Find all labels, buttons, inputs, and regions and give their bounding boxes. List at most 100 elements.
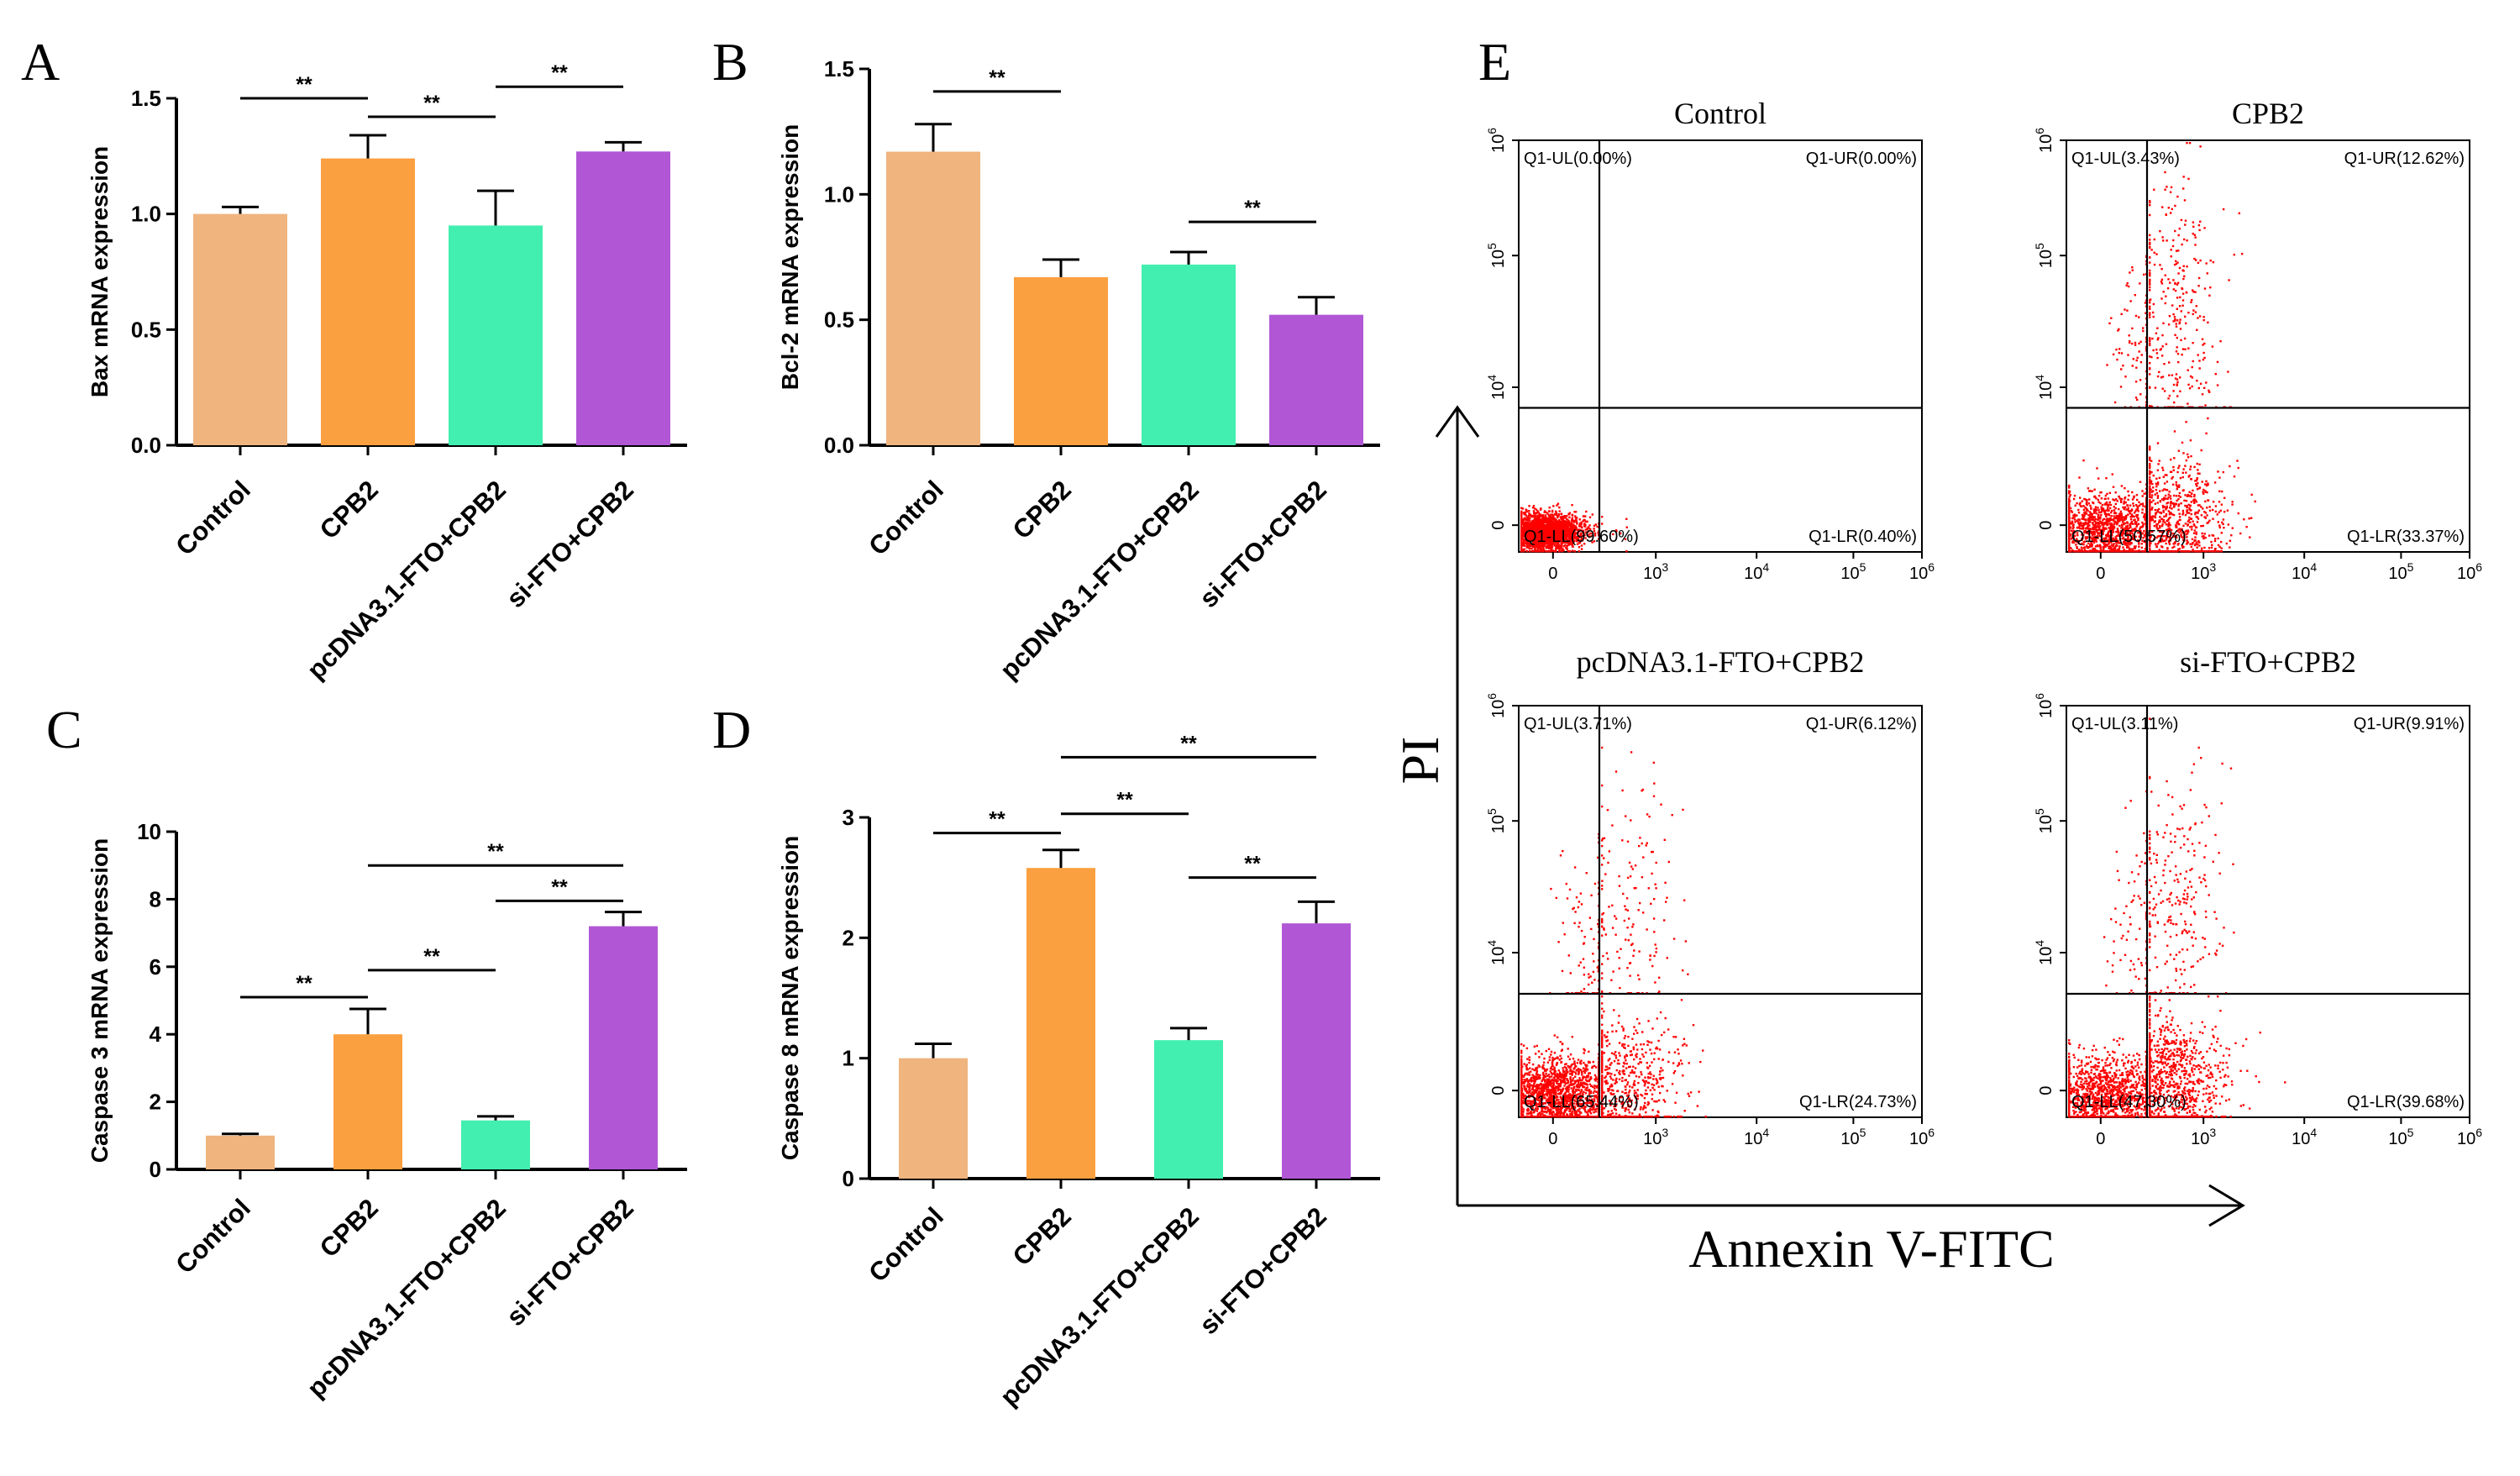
tick-exponent: 5 [2407,560,2414,574]
flow-events [1520,746,1707,1118]
flow-y-tick-label: 106 [1485,128,1508,153]
flow-y-tick-label: 104 [2033,375,2055,400]
flow-events [1520,502,1628,553]
y-tick-label: 1.5 [824,56,854,81]
bar-4 [1282,923,1351,1179]
flow-y-tick-label: 0 [1489,1086,1508,1095]
flow-x-tick-label: 0 [2096,565,2105,583]
significance-label: ** [989,808,1005,832]
category-label: si-FTO+CPB2 [501,1193,639,1332]
category-label: si-FTO+CPB2 [1194,1201,1332,1340]
tick-base: 10 [1489,250,1508,268]
y-axis-label: Caspase 8 mRNA expression [777,836,803,1160]
tick-base: 10 [1840,1130,1859,1148]
flow-x-tick-label: 103 [2191,1126,2216,1148]
flow-y-tick-label: 104 [2033,940,2055,965]
flow-y-tick-label: 106 [1485,693,1508,718]
flow-x-tick-label: 104 [1744,1126,1769,1148]
flow-events [2068,142,2256,553]
quadrant-ul-label: Q1-UL(3.11%) [2071,715,2178,733]
quadrant-ur-label: Q1-UR(6.12%) [1806,715,1917,733]
y-tick-label: 0 [150,1157,161,1182]
tick-base: 10 [1489,134,1508,153]
tick-base: 10 [1489,815,1508,833]
category-label: Control [170,1193,256,1279]
y-tick-label: 1 [843,1046,854,1071]
quadrant-lr-label: Q1-LR(33.37%) [2347,528,2465,546]
significance-label: ** [423,92,440,115]
y-tick-label: 6 [150,954,161,980]
flow-y-tick-label: 105 [2033,243,2055,268]
flow-plot-title: si-FTO+CPB2 [2180,645,2356,679]
tick-base: 0 [1489,521,1508,530]
tick-base: 10 [2037,700,2055,718]
y-tick-label: 0.0 [131,433,161,458]
flow-plot-4: si-FTO+CPB2 Q1-UL(3.11%) Q1-UR(9.91%) Q1-LL… [2033,645,2482,1148]
flow-events [2068,717,2286,1118]
bar-3 [449,225,543,445]
tick-exponent: 5 [1485,808,1499,815]
tick-exponent: 6 [2033,128,2046,134]
tick-exponent: 5 [1860,1126,1866,1139]
quadrant-ur-label: Q1-UR(12.62%) [2344,150,2465,168]
flow-x-tick-label: 106 [1909,560,1935,583]
bar-3 [1154,1040,1223,1179]
panel-letter-e: E [1478,32,1511,92]
y-tick-label: 3 [843,805,854,830]
tick-base: 0 [2037,1086,2055,1095]
tick-exponent: 4 [1762,1126,1769,1139]
tick-base: 10 [2037,815,2055,833]
tick-base: 10 [1489,700,1508,718]
panel-letter: B [712,32,748,92]
y-axis-label: Caspase 3 mRNA expression [87,838,113,1163]
tick-exponent: 6 [1485,128,1499,134]
significance-label: ** [296,73,312,97]
tick-base: 10 [1744,1130,1762,1148]
bar-chart-panel-a: A 0.0 0.5 1.0 1.5 Bax mRNA expression Control C… [21,32,687,685]
category-label: Control [863,1201,949,1288]
tick-base: 0 [2037,521,2055,530]
significance-label: ** [1180,732,1197,755]
bar-2 [321,158,415,445]
category-label: CPB2 [314,1193,384,1263]
panel-letter: D [712,700,751,759]
quadrant-ur-label: Q1-UR(0.00%) [1806,150,1917,168]
bar-2 [333,1034,402,1169]
significance-label: ** [296,972,312,995]
tick-exponent: 4 [1485,375,1499,381]
tick-base: 0 [1548,565,1557,583]
tick-base: 10 [2457,565,2475,583]
tick-exponent: 6 [2475,1126,2482,1139]
flow-plot-3: pcDNA3.1-FTO+CPB2 Q1-UL(3.71%) Q1-UR(6.12%… [1485,645,1935,1148]
tick-base: 10 [1489,381,1508,400]
flow-x-tick-label: 105 [1840,560,1866,583]
bar-4 [576,151,670,445]
tick-base: 0 [1489,1086,1508,1095]
flow-plot-frame [2066,139,2470,553]
tick-exponent: 6 [2033,693,2046,700]
flow-plot-title: pcDNA3.1-FTO+CPB2 [1577,645,1865,679]
flow-plot-2: CPB2 Q1-UL(3.43%) Q1-UR(12.62%) Q1-LL(50.57… [2033,97,2482,583]
annexin-axis-arrowhead [2208,1184,2245,1227]
tick-exponent: 4 [1762,560,1769,574]
y-axis-label: Bax mRNA expression [87,146,113,397]
tick-exponent: 5 [2407,1126,2414,1139]
bar-4 [589,926,658,1169]
category-label: si-FTO+CPB2 [1194,475,1332,613]
flow-y-tick-label: 105 [2033,808,2055,833]
flow-y-tick-label: 104 [1485,940,1508,965]
y-tick-label: 8 [150,886,161,911]
quadrant-ll-label: Q1-LL(99.60%) [1524,528,1639,546]
flow-x-tick-label: 104 [1744,560,1769,583]
flow-y-tick-label: 106 [2033,128,2055,153]
quadrant-ll-label: Q1-LL(65.44%) [1524,1093,1639,1111]
y-tick-label: 0.0 [824,433,854,458]
bar-chart-panel-d: D 0 1 2 3 Caspase 8 mRNA expression Control CPB… [712,700,1380,1412]
quadrant-ll-label: Q1-LL(47.30%) [2071,1093,2187,1111]
tick-base: 10 [1909,1130,1928,1148]
flow-plot-title: CPB2 [2232,97,2304,130]
flow-y-tick-label: 0 [1489,521,1508,530]
flow-x-tick-label: 0 [1548,1130,1557,1148]
flow-x-tick-label: 106 [2457,560,2482,583]
